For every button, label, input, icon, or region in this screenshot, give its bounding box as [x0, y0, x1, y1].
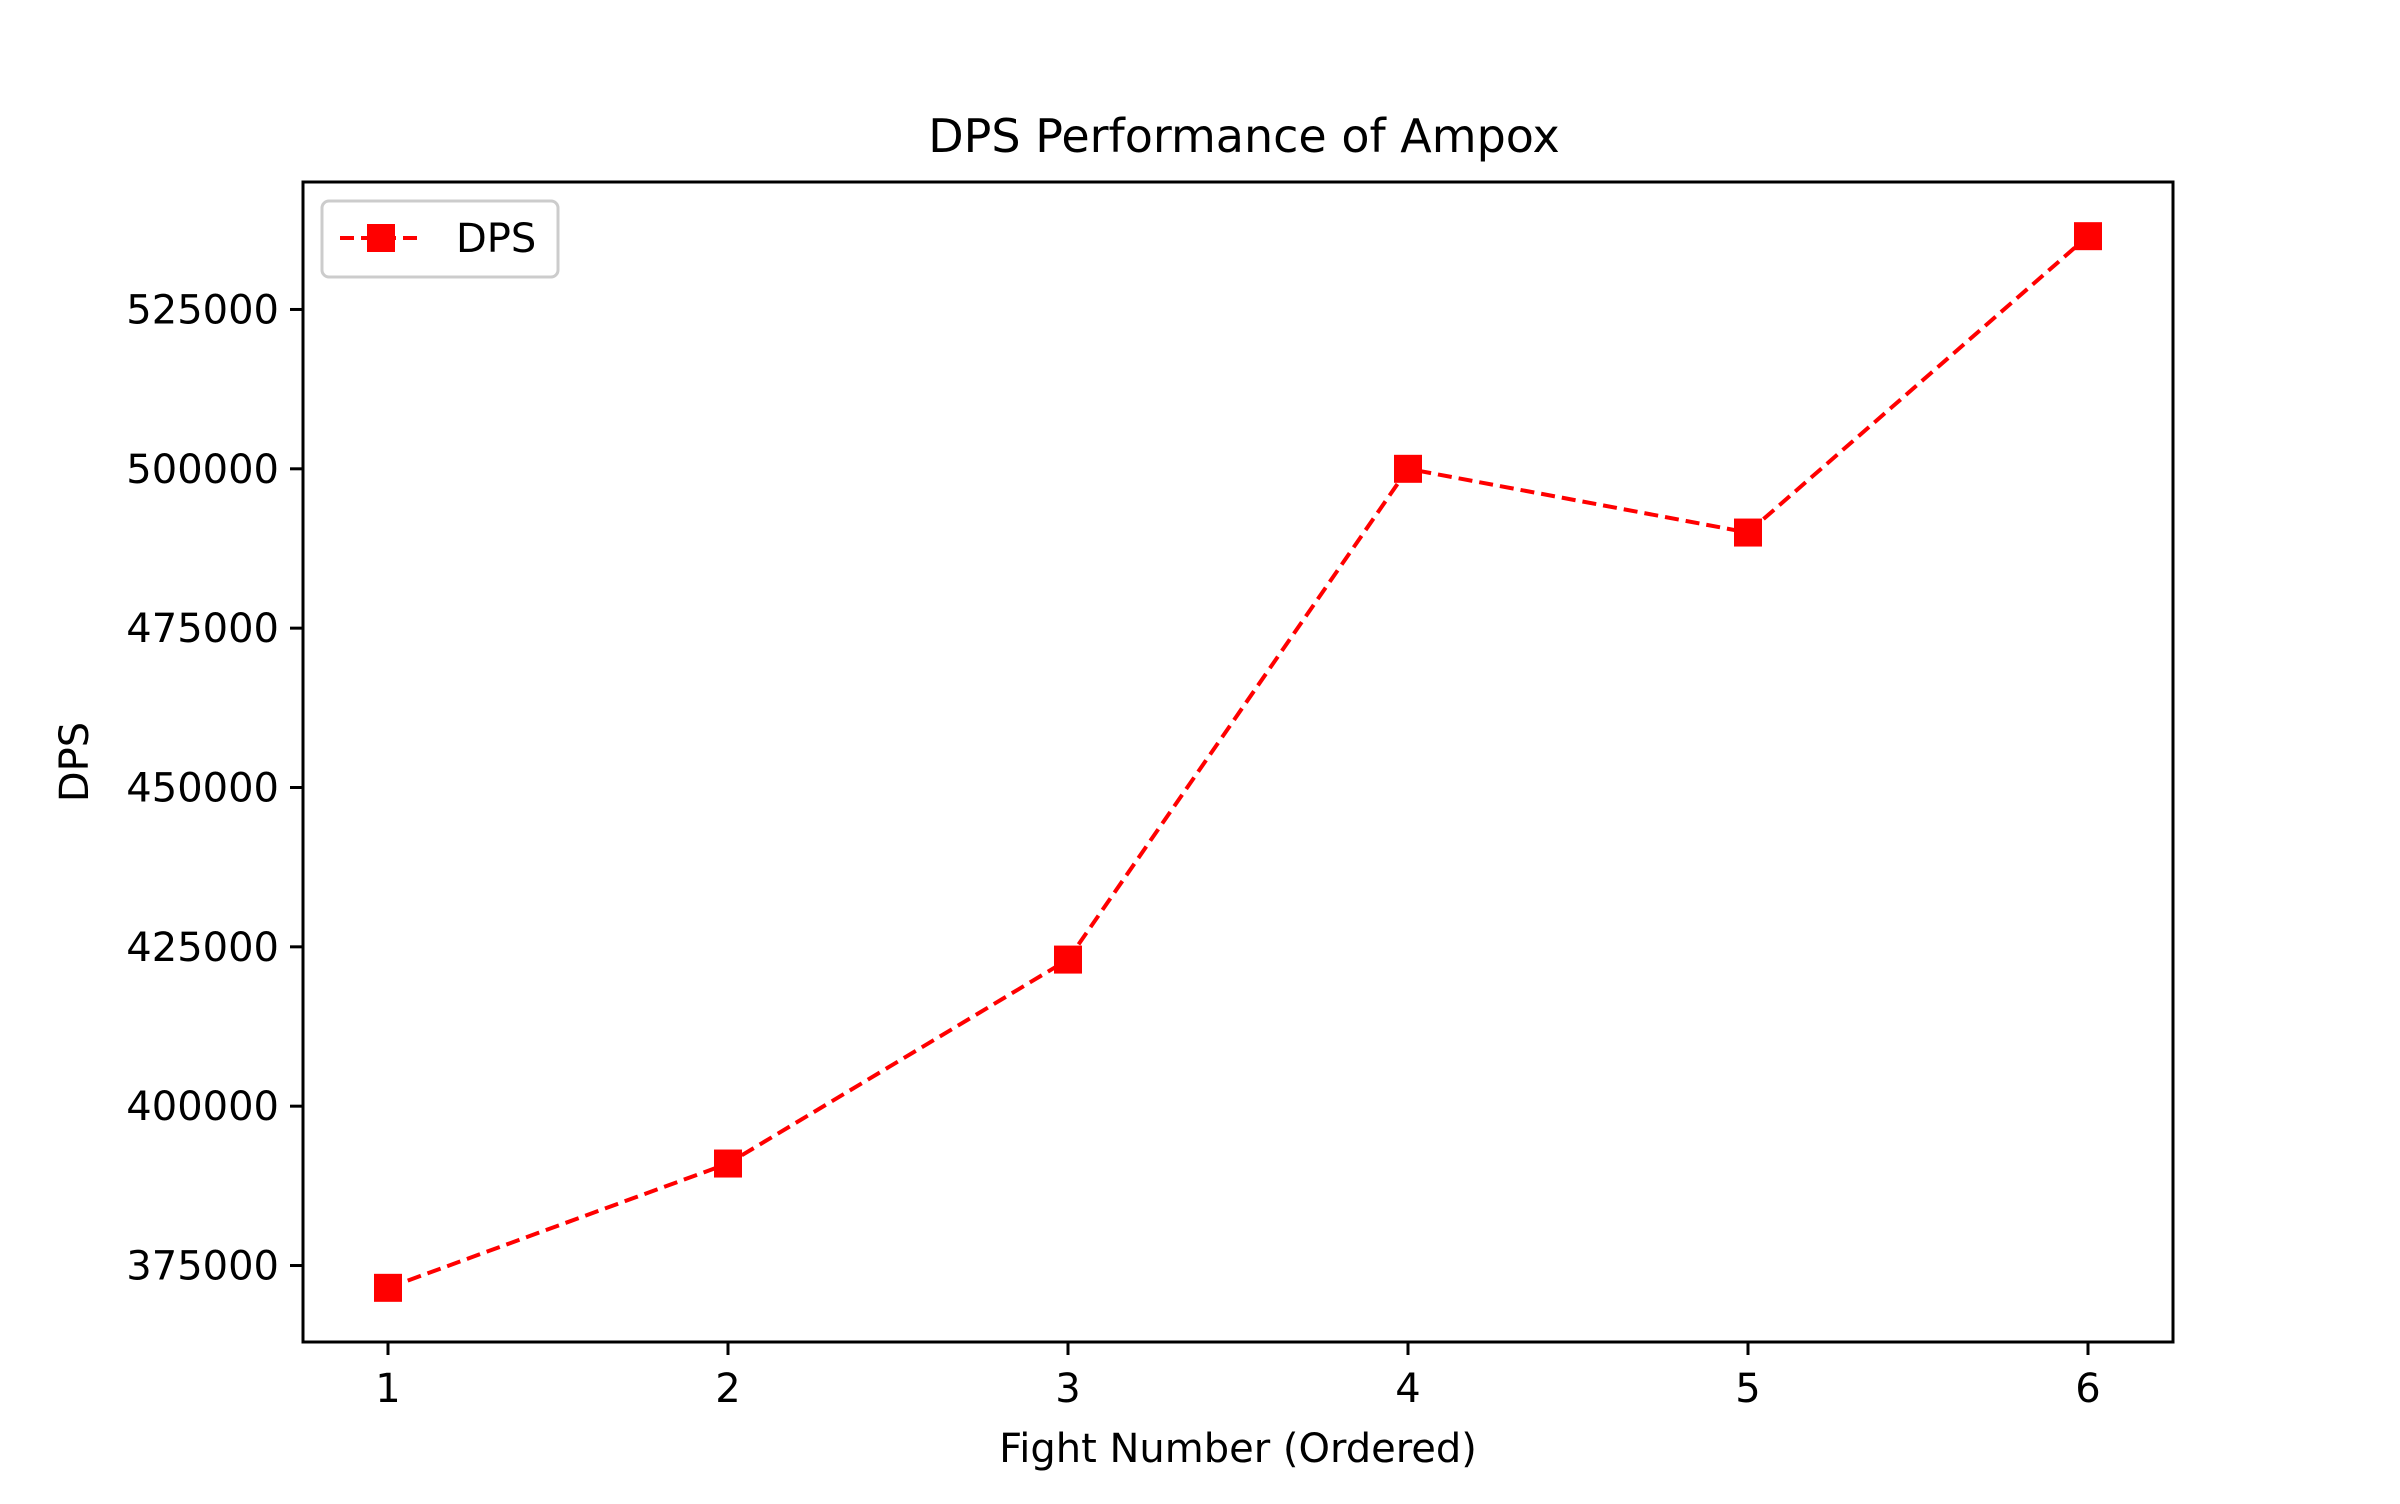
y-tick-label: 500000	[126, 447, 279, 493]
data-point-marker	[1394, 454, 1422, 483]
y-tick-label: 425000	[126, 925, 279, 971]
y-tick-label: 400000	[126, 1084, 279, 1130]
x-tick-label: 4	[1395, 1366, 1420, 1412]
x-axis-label: Fight Number (Ordered)	[999, 1426, 1477, 1472]
series-line-dps	[387, 234, 2090, 1290]
y-axis-label: DPS	[52, 722, 98, 802]
y-axis-ticks: 375000 400000 425000 450000 475000 500000 5250…	[126, 287, 303, 1290]
chart-title: DPS Performance of Ampox	[928, 109, 1560, 163]
y-tick-label: 525000	[126, 287, 279, 333]
x-tick-label: 3	[1055, 1366, 1080, 1412]
x-tick-label: 1	[375, 1366, 400, 1412]
x-tick-label: 6	[2075, 1366, 2100, 1412]
data-point-marker	[2074, 222, 2102, 251]
x-tick-label: 5	[1735, 1366, 1760, 1412]
plot-marks	[374, 222, 2102, 1302]
plot-area-frame	[301, 180, 2175, 1344]
y-tick-label: 450000	[126, 765, 279, 811]
legend-box	[320, 199, 560, 279]
legend-marker	[367, 224, 395, 252]
y-tick-label: 475000	[126, 606, 279, 652]
y-tick-label: 375000	[126, 1244, 279, 1290]
chart-legend: DPS	[320, 199, 560, 279]
data-point-marker	[1054, 945, 1082, 974]
x-axis-ticks: 1 2 3 4 5 6	[375, 1342, 2101, 1412]
x-tick-label: 2	[715, 1366, 740, 1412]
legend-label-dps: DPS	[456, 216, 536, 262]
data-point-marker	[1734, 518, 1762, 547]
data-point-marker	[374, 1273, 402, 1302]
data-point-marker	[714, 1149, 742, 1178]
